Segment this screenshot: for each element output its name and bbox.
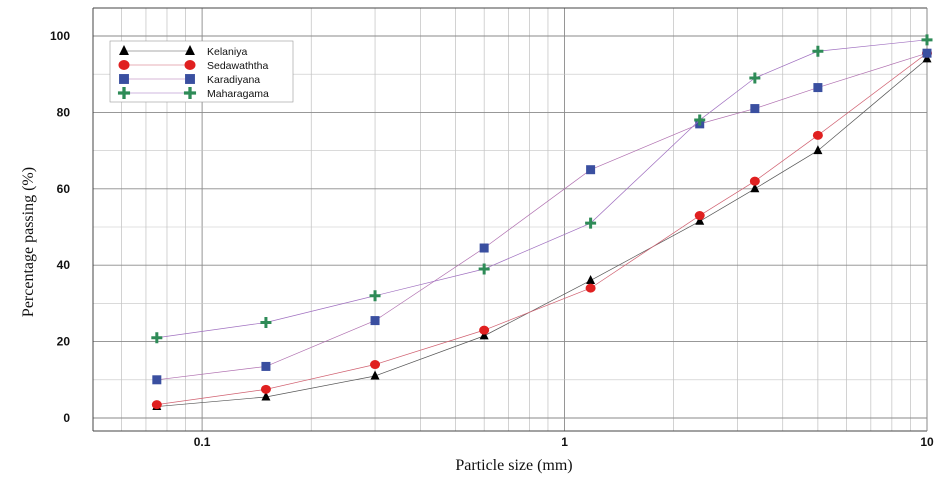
data-point: [260, 317, 272, 328]
data-point: [479, 243, 489, 253]
legend-item: Maharagama: [117, 86, 269, 100]
data-point: [921, 34, 933, 46]
data-point: [586, 274, 596, 284]
y-tick-label: 100: [50, 29, 70, 43]
data-point: [749, 72, 761, 84]
legend-label: Kelaniya: [207, 46, 247, 58]
legend-item: Karadiyana: [119, 74, 260, 86]
legend-marker-start: [119, 74, 129, 84]
data-point: [749, 176, 760, 186]
legend-marker-end: [184, 60, 196, 70]
data-point: [813, 83, 823, 93]
plot-frame: [92, 7, 928, 432]
x-axis-title: Particle size (mm): [455, 457, 572, 474]
data-point: [260, 384, 271, 394]
legend-label: Maharagama: [207, 88, 269, 100]
legend-marker-start: [117, 86, 131, 100]
x-tick-label: 10: [920, 435, 934, 449]
legend-marker-start: [118, 60, 130, 70]
data-point: [922, 48, 932, 58]
data-point: [813, 145, 823, 155]
data-point: [694, 211, 705, 221]
data-point: [812, 45, 824, 57]
data-point: [922, 53, 932, 63]
data-point: [152, 375, 162, 385]
legend-marker-end: [183, 86, 197, 100]
data-point: [370, 316, 380, 326]
legend-item: Sedawaththa: [118, 60, 268, 72]
data-point: [479, 325, 490, 335]
y-tick-label: 40: [57, 258, 71, 272]
data-point: [479, 330, 489, 340]
data-point: [370, 370, 380, 380]
data-point: [750, 183, 760, 193]
legend-marker-end: [185, 74, 195, 84]
legend-item: Kelaniya: [119, 45, 247, 58]
data-point: [694, 114, 706, 126]
data-point: [151, 400, 162, 410]
y-tick-label: 0: [63, 411, 70, 425]
data-point: [586, 165, 596, 175]
series-karadiyana: [152, 48, 932, 385]
y-tick-label: 60: [57, 182, 71, 196]
series-line: [156, 58, 928, 407]
series-sedawaththa: [151, 48, 932, 410]
legend-label: Karadiyana: [207, 74, 260, 86]
series-maharagama: [151, 34, 933, 344]
data-point: [151, 332, 163, 344]
series-kelaniya: [152, 53, 932, 411]
data-point: [585, 217, 597, 229]
data-point: [478, 263, 490, 275]
data-point: [585, 283, 596, 293]
y-axis-title: Percentage passing (%): [20, 167, 37, 317]
data-point: [750, 104, 760, 114]
data-point: [812, 130, 823, 140]
data-series: [151, 34, 933, 411]
x-tick-label: 1: [561, 435, 568, 449]
y-tick-label: 20: [57, 335, 71, 349]
x-tick-label: 0.1: [194, 435, 211, 449]
legend: Kelaniya Sedawaththa Karadiyana Maharagama: [109, 40, 294, 103]
data-point: [370, 360, 381, 370]
legend-label: Sedawaththa: [207, 60, 268, 72]
data-point: [261, 391, 271, 401]
series-line: [156, 52, 928, 405]
legend-marker-end: [185, 45, 195, 55]
legend-marker-start: [119, 45, 129, 55]
data-point: [695, 215, 705, 225]
data-point: [261, 361, 271, 371]
y-tick-label: 80: [57, 105, 71, 119]
data-point: [369, 290, 381, 302]
